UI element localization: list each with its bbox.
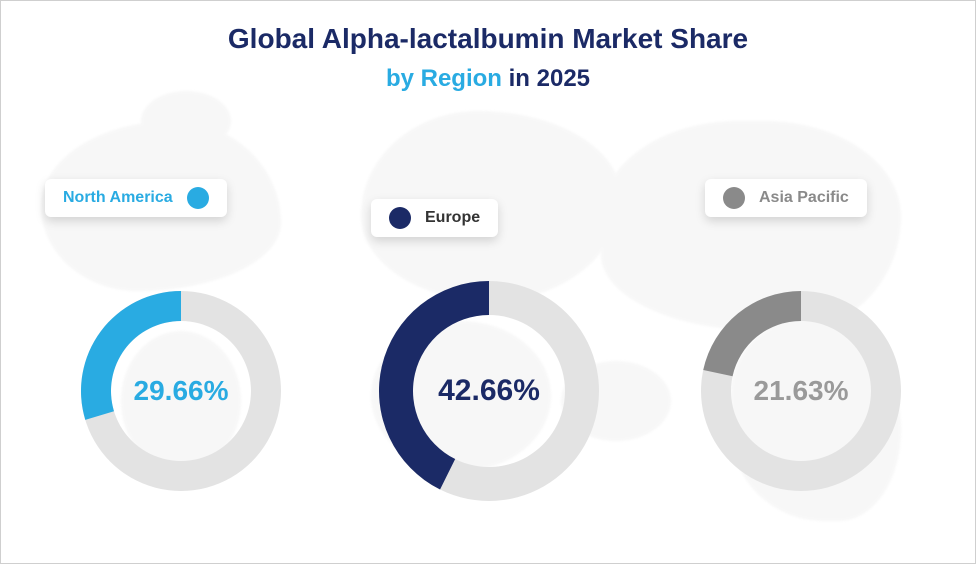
donut-europe: 42.66% [379, 281, 599, 501]
donut-center-value: 29.66% [81, 291, 281, 491]
legend-north-america: North America [45, 179, 227, 217]
chart-frame: Global Alpha-lactalbumin Market Share by… [0, 0, 976, 564]
chart-title: Global Alpha-lactalbumin Market Share by… [1, 1, 975, 93]
donut-center-value: 21.63% [701, 291, 901, 491]
chart-title-accent: by Region [386, 65, 502, 92]
legend-dot-icon [389, 207, 411, 229]
chart-title-line1: Global Alpha-lactalbumin Market Share [1, 23, 975, 55]
legend-label: Asia Pacific [759, 189, 849, 207]
donut-asia-pacific: 21.63% [701, 291, 901, 491]
legend-asia-pacific: Asia Pacific [705, 179, 867, 217]
legend-dot-icon [187, 187, 209, 209]
legend-europe: Europe [371, 199, 498, 237]
legend-label: Europe [425, 209, 480, 227]
chart-title-line2: by Region in 2025 [1, 65, 975, 93]
legend-label: North America [63, 189, 173, 207]
chart-title-rest: in 2025 [502, 65, 590, 92]
donut-north-america: 29.66% [81, 291, 281, 491]
legend-dot-icon [723, 187, 745, 209]
donut-center-value: 42.66% [379, 281, 599, 501]
